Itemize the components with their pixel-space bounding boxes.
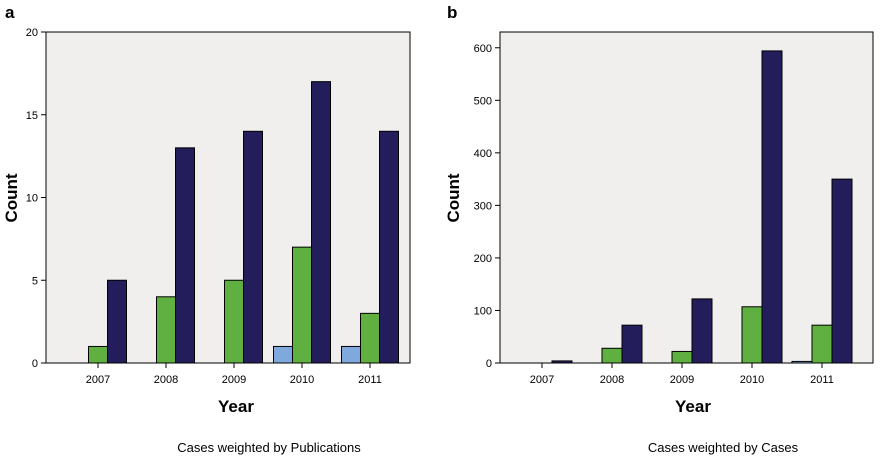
bar-2011-series-1 [791,360,813,364]
bar-2007-series-2 [88,345,108,364]
bar-2011-series-1 [341,345,361,364]
bars-b [551,50,853,364]
x-axis-b: 2007 2008 2009 2010 2011 [530,363,834,386]
bar-2010-series-3 [311,81,331,364]
x-axis-title-b: Year [675,397,711,416]
plot-area-b [499,31,874,364]
bar-2008-series-3 [621,324,643,364]
weighting-note-a: Cases weighted by Publications [177,440,361,455]
x-axis-title-a: Year [218,397,254,416]
chart-panel-b: b 0 100 200 300 400 500 600 2007 2008 2009 2010 20… [441,0,882,462]
x-tick-label: 2009 [670,374,694,386]
y-axis-a: 0 5 10 15 20 [26,27,46,370]
x-tick-label: 2009 [222,374,246,386]
y-tick-label: 600 [474,43,492,55]
chart-a-svg: a 0 5 10 15 20 2007 2008 2009 2010 2011 Count Ye… [2,3,411,455]
bar-2009-series-2 [224,279,244,364]
bar-2007-series-3 [107,279,127,364]
panel-label-a: a [5,3,15,22]
bar-2009-series-3 [243,130,263,364]
y-axis-title-b: Count [444,173,463,222]
y-axis-title-a: Count [2,173,21,222]
bar-2008-series-2 [156,296,176,364]
bars-a [88,81,399,364]
bar-2011-series-2 [811,324,833,364]
x-tick-label: 2010 [290,374,314,386]
x-tick-label: 2008 [600,374,624,386]
bar-2010-series-2 [741,306,763,364]
bar-2008-series-3 [175,147,195,364]
y-tick-label: 300 [474,200,492,212]
x-tick-label: 2007 [530,374,554,386]
x-axis-a: 2007 2008 2009 2010 2011 [86,363,382,386]
y-tick-label: 10 [26,193,38,205]
bar-2011-series-3 [831,178,853,364]
bar-2010-series-3 [761,50,783,364]
bar-2007-series-3 [551,360,573,364]
y-tick-label: 20 [26,27,38,39]
y-tick-label: 15 [26,110,38,122]
weighting-note-b: Cases weighted by Cases [648,440,799,455]
y-axis-b: 0 100 200 300 400 500 600 [474,43,500,370]
y-tick-label: 400 [474,148,492,160]
x-tick-label: 2010 [740,374,764,386]
x-tick-label: 2011 [810,374,834,386]
y-tick-label: 200 [474,253,492,265]
x-tick-label: 2011 [358,374,382,386]
chart-panel-a: a 0 5 10 15 20 2007 2008 2009 2010 2011 Count Ye… [0,0,441,462]
y-tick-label: 0 [486,358,492,370]
y-tick-label: 500 [474,95,492,107]
x-tick-label: 2008 [154,374,178,386]
bar-2010-series-1 [273,345,293,364]
bar-2009-series-3 [691,298,713,364]
bar-2011-series-2 [360,312,380,364]
y-tick-label: 0 [32,358,38,370]
bar-2011-series-3 [379,130,399,364]
bar-2009-series-2 [671,350,693,364]
x-tick-label: 2007 [86,374,110,386]
panel-label-b: b [447,3,457,22]
bar-2008-series-2 [601,347,623,364]
bar-2010-series-2 [292,246,312,364]
y-tick-label: 100 [474,305,492,317]
y-tick-label: 5 [32,275,38,287]
